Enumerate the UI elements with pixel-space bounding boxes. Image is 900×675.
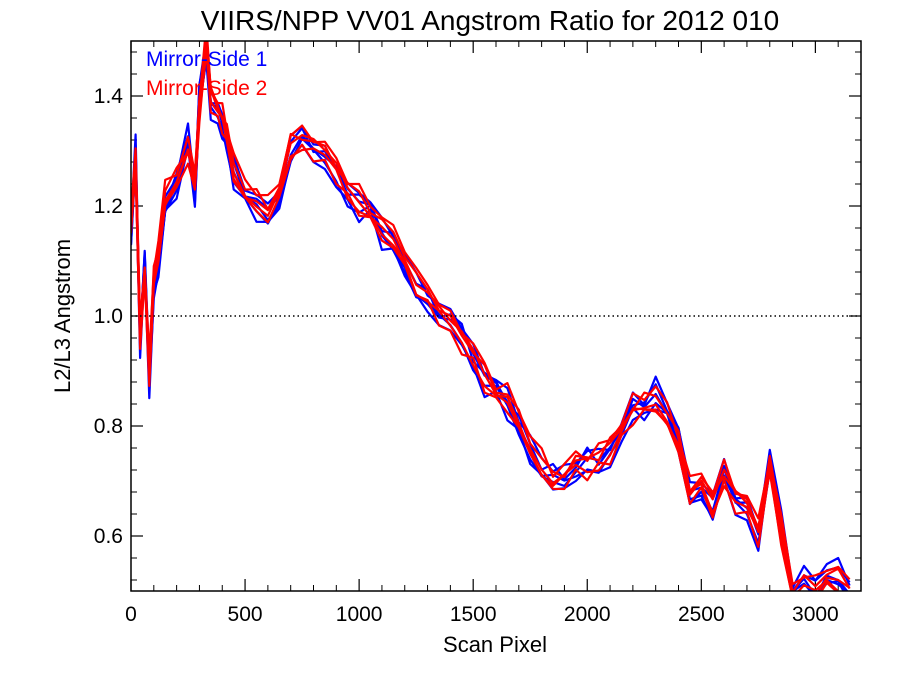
x-tick-label-1000: 1000 (336, 603, 383, 626)
y-tick-label-0.8: 0.8 (94, 415, 123, 438)
y-tick-label-1.4: 1.4 (94, 85, 124, 108)
legend-entry-mirror-side-2: Mirror-Side 2 (146, 77, 267, 100)
x-tick-label-3000: 3000 (792, 603, 839, 626)
x-tick-label-500: 500 (228, 603, 263, 626)
series-line-1-trace-2 (131, 58, 849, 591)
chart-title: VIIRS/NPP VV01 Angstrom Ratio for 2012 0… (201, 5, 779, 36)
series-line-2-trace-5 (131, 41, 851, 586)
series-line-2-trace-2 (131, 51, 840, 591)
y-axis-label: L2/L3 Angstrom (50, 239, 75, 393)
y-tick-label-0.6: 0.6 (94, 525, 123, 548)
x-tick-label-0: 0 (125, 603, 137, 626)
y-tick-label-1.2: 1.2 (94, 195, 123, 218)
x-tick-label-2000: 2000 (564, 603, 611, 626)
tick-labels: 0 500 1000 1500 2000 2500 3000 0.6 0.8 1.0 1.2 1.4 (94, 85, 839, 626)
series-line-1-trace-1 (131, 59, 845, 591)
legend-entry-mirror-side-1: Mirror-Side 1 (146, 48, 267, 71)
plot-frame (130, 40, 862, 592)
x-tick-label-2500: 2500 (678, 603, 725, 626)
series-lines (131, 41, 851, 591)
x-tick-label-1500: 1500 (450, 603, 497, 626)
y-tick-label-1: 1.0 (94, 305, 123, 328)
series-line-1-trace-3 (131, 48, 849, 591)
x-axis-label: Scan Pixel (443, 632, 547, 657)
